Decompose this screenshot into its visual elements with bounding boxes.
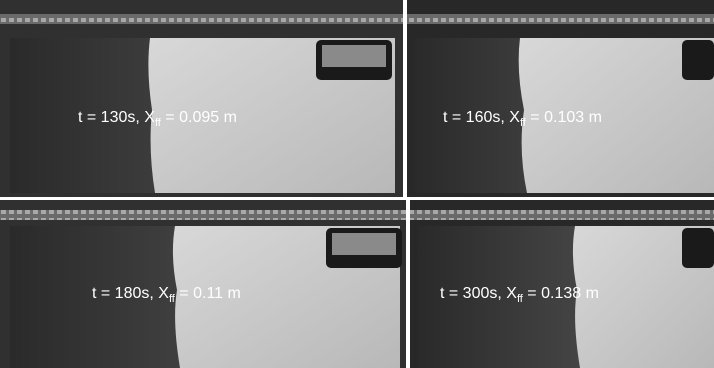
panel: [407, 0, 714, 197]
label-text: = 0.103 m: [526, 109, 602, 126]
label-text: t = 130s, X: [78, 109, 155, 126]
panel: [0, 200, 406, 368]
label-text: t = 300s, X: [440, 285, 517, 302]
page: t = 130s, Xff = 0.095 m t = 160s, Xff = …: [0, 0, 714, 368]
panel: [0, 0, 403, 197]
panel: [410, 200, 714, 368]
label-text: = 0.11 m: [175, 285, 241, 302]
label-text: t = 180s, X: [92, 285, 169, 302]
photo-composite: t = 130s, Xff = 0.095 m t = 160s, Xff = …: [0, 0, 714, 368]
label-text: = 0.138 m: [523, 285, 599, 302]
label-text: = 0.095 m: [161, 109, 237, 126]
label-text: t = 160s, X: [443, 109, 520, 126]
